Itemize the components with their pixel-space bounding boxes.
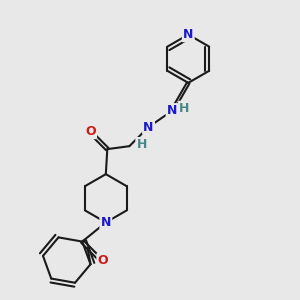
Text: N: N bbox=[183, 28, 194, 41]
Text: O: O bbox=[85, 125, 96, 138]
Text: O: O bbox=[98, 254, 108, 267]
Text: H: H bbox=[179, 102, 190, 115]
Text: H: H bbox=[136, 138, 147, 151]
Text: N: N bbox=[143, 121, 154, 134]
Text: N: N bbox=[167, 104, 177, 117]
Text: N: N bbox=[100, 216, 111, 229]
